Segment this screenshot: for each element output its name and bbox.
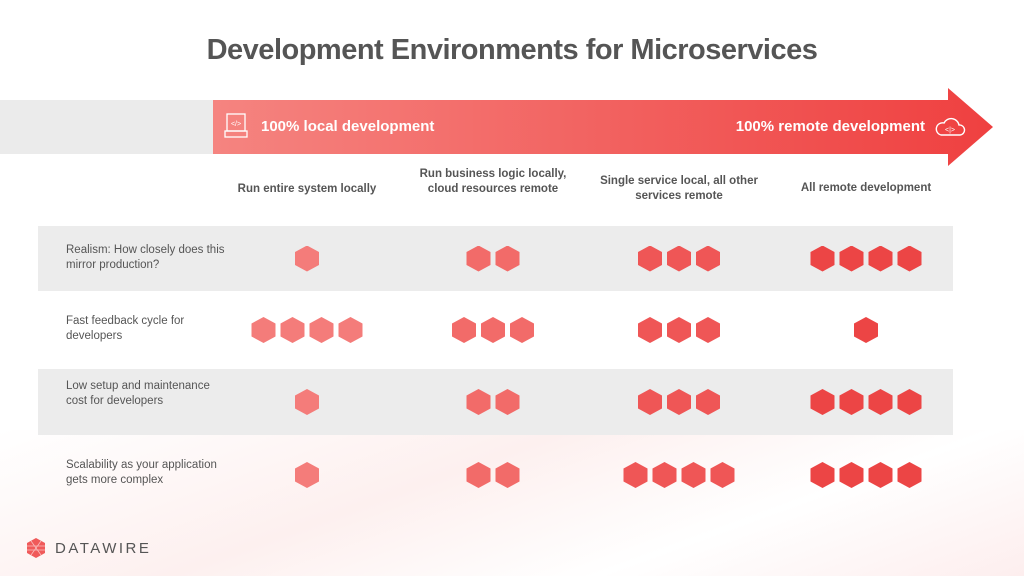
hexagon-score-icon bbox=[295, 389, 319, 415]
hexagon-score-icon bbox=[868, 245, 893, 272]
hexagon-score-icon bbox=[839, 462, 864, 488]
hexagon-score-icon bbox=[466, 389, 491, 415]
hexagon-score-icon bbox=[868, 389, 893, 415]
hexagon-score-icon bbox=[638, 317, 662, 343]
hexagon-score-icon bbox=[510, 317, 534, 343]
hexagon-score-icon bbox=[897, 245, 922, 272]
score-cell bbox=[638, 389, 720, 415]
arrow-tail bbox=[0, 100, 214, 154]
hexagon-score-icon bbox=[652, 462, 677, 488]
score-cell bbox=[466, 462, 520, 488]
hexagon-score-icon bbox=[839, 245, 864, 272]
hexagon-score-icon bbox=[854, 317, 878, 343]
score-cell bbox=[452, 317, 534, 343]
column-header-remote: All remote development bbox=[800, 182, 932, 194]
score-cell bbox=[466, 389, 520, 415]
hexagon-score-icon bbox=[810, 389, 835, 415]
criteria-label: Fast feedback cycle for developers bbox=[66, 315, 185, 342]
datawire-logo-icon bbox=[27, 538, 45, 558]
hexagon-score-icon bbox=[481, 317, 505, 343]
score-cell bbox=[295, 389, 319, 415]
hexagon-score-icon bbox=[295, 245, 319, 272]
column-header-hybrid: Run business logic locally, cloud resour… bbox=[419, 168, 567, 195]
score-cell bbox=[251, 317, 363, 343]
hexagon-score-icon bbox=[638, 245, 662, 272]
score-cell bbox=[623, 462, 735, 488]
hexagon-score-icon bbox=[667, 389, 691, 415]
hexagon-score-icon bbox=[667, 317, 691, 343]
criteria-label: Scalability as your application gets mor… bbox=[66, 459, 217, 486]
background-decoration bbox=[0, 430, 1024, 576]
hexagon-score-icon bbox=[839, 389, 864, 415]
score-cell bbox=[295, 245, 319, 272]
svg-text:<|>: <|> bbox=[945, 127, 955, 134]
page-title: Development Environments for Microservic… bbox=[206, 34, 818, 66]
hexagon-score-icon bbox=[810, 462, 835, 488]
hexagon-score-icon bbox=[338, 317, 363, 343]
hexagon-score-icon bbox=[696, 317, 720, 343]
criteria-label: Low setup and maintenance cost for devel… bbox=[66, 380, 210, 407]
cloud-code-icon: <|> bbox=[935, 117, 966, 136]
score-cell bbox=[810, 462, 922, 488]
score-cell bbox=[854, 317, 878, 343]
remote-development-label: 100% remote development bbox=[735, 118, 925, 135]
score-cell bbox=[810, 245, 922, 272]
hexagon-score-icon bbox=[696, 245, 720, 272]
datawire-logo: DATAWIRE bbox=[25, 537, 151, 559]
score-cell bbox=[466, 245, 520, 272]
criteria-row: Realism: How closely does this mirror pr… bbox=[38, 226, 953, 291]
hexagon-score-icon bbox=[667, 245, 691, 272]
hexagon-score-icon bbox=[710, 462, 735, 488]
hexagon-score-icon bbox=[495, 389, 520, 415]
column-header-single-service: Single service local, all other services… bbox=[600, 175, 758, 202]
svg-text:</>: </> bbox=[231, 121, 241, 128]
score-cell bbox=[810, 389, 922, 415]
hexagon-score-icon bbox=[466, 462, 491, 488]
hexagon-score-icon bbox=[623, 462, 648, 488]
hexagon-score-icon bbox=[897, 462, 922, 488]
laptop-code-icon: </> bbox=[224, 113, 248, 138]
local-development-label: 100% local development bbox=[261, 118, 435, 135]
criteria-row: Scalability as your application gets mor… bbox=[38, 435, 953, 515]
hexagon-score-icon bbox=[897, 389, 922, 415]
hexagon-score-icon bbox=[452, 317, 476, 343]
hexagon-score-icon bbox=[495, 245, 520, 272]
hexagon-score-icon bbox=[681, 462, 706, 488]
hexagon-score-icon bbox=[810, 245, 835, 272]
score-cell bbox=[295, 462, 319, 488]
hexagon-score-icon bbox=[295, 462, 319, 488]
hexagon-score-icon bbox=[251, 317, 276, 343]
score-cell bbox=[638, 317, 720, 343]
criteria-row: Fast feedback cycle for developers bbox=[38, 291, 953, 369]
score-cell bbox=[638, 245, 720, 272]
hexagon-score-icon bbox=[309, 317, 334, 343]
column-header-local: Run entire system locally bbox=[237, 183, 377, 195]
datawire-logo-text: DATAWIRE bbox=[55, 539, 152, 557]
hexagon-score-icon bbox=[868, 462, 893, 488]
local-to-remote-arrow bbox=[213, 88, 993, 166]
hexagon-score-icon bbox=[280, 317, 305, 343]
criteria-row: Low setup and maintenance cost for devel… bbox=[38, 369, 953, 435]
criteria-label: Realism: How closely does this mirror pr… bbox=[66, 244, 225, 271]
hexagon-score-icon bbox=[696, 389, 720, 415]
hexagon-score-icon bbox=[495, 462, 520, 488]
hexagon-score-icon bbox=[638, 389, 662, 415]
hexagon-score-icon bbox=[466, 245, 491, 272]
